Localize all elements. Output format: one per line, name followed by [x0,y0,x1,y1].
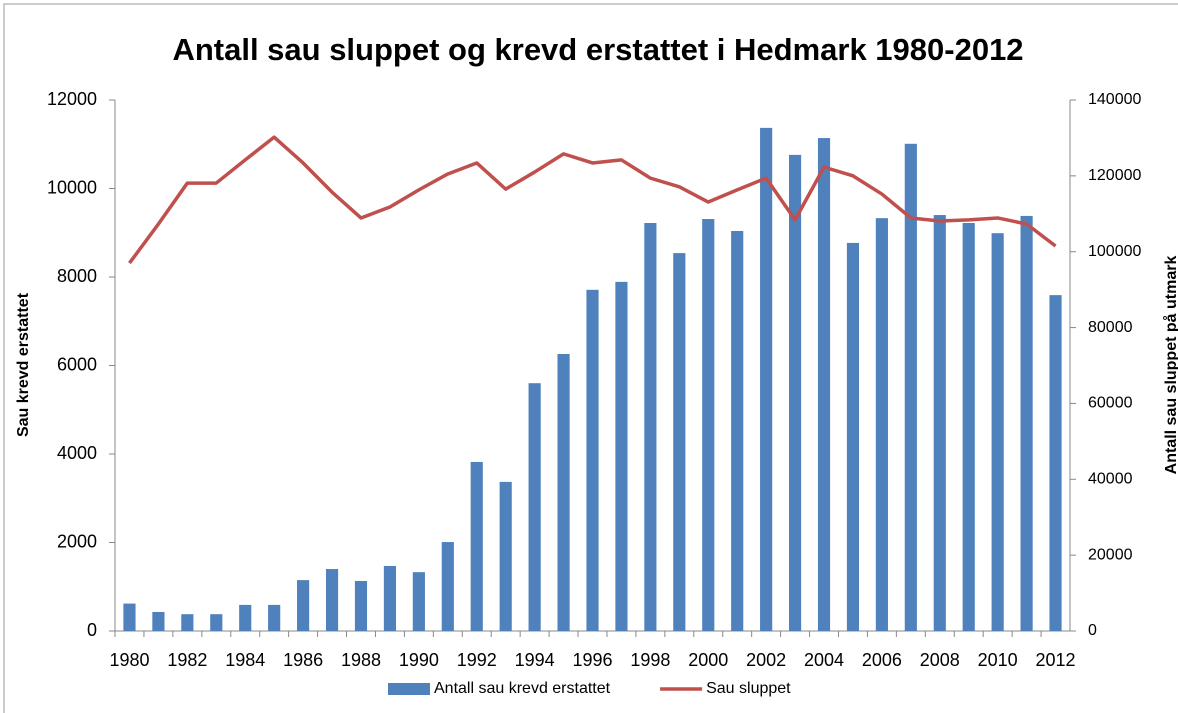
bar [1049,295,1062,631]
x-tick-label: 1984 [225,650,265,670]
x-tick-label: 2008 [920,650,960,670]
bar [615,281,628,631]
bar [210,614,223,631]
bar [702,219,715,631]
y2-axis-label: Antall sau sluppet på utmark [1162,256,1178,475]
bar [268,604,281,631]
bar [412,572,425,631]
bar [991,233,1004,631]
bar [962,223,975,631]
x-tick-label: 2006 [862,650,902,670]
y-axis-label: Sau krevd erstattet [15,292,32,437]
y-tick-label: 2000 [57,531,97,551]
y2-tick-label: 20000 [1088,546,1133,563]
bar [904,143,917,631]
bar [441,542,454,631]
x-tick-label: 1994 [515,650,555,670]
y2-tick-label: 140000 [1088,91,1141,108]
x-tick-label: 1982 [167,650,207,670]
x-tick-label: 2012 [1036,650,1076,670]
bar [933,215,946,632]
y2-tick-label: 80000 [1088,319,1133,336]
y2-tick-label: 100000 [1088,243,1141,260]
chart-title: Antall sau sluppet og krevd erstattet i … [172,32,1023,67]
bar [586,289,599,631]
x-tick-label: 1988 [341,650,381,670]
bar [383,565,397,631]
x-tick-label: 2002 [746,650,786,670]
bar [297,580,310,631]
y2-tick-label: 60000 [1088,395,1133,412]
bar [470,461,483,631]
x-tick-label: 1992 [457,650,497,670]
bar [499,481,512,631]
x-tick-label: 1996 [572,650,612,670]
y-tick-label: 8000 [57,266,97,286]
bar [1020,215,1033,631]
bar [181,614,194,631]
bar [760,127,773,631]
bar [123,603,136,631]
y2-tick-label: 0 [1088,622,1097,639]
y2-tick-label: 120000 [1088,167,1141,184]
legend-label: Sau sluppet [706,680,791,697]
bar [788,154,802,631]
line [128,135,1057,265]
y-tick-label: 0 [87,620,97,640]
x-tick-label: 1990 [399,650,439,670]
x-tick-label: 2010 [978,650,1018,670]
x-tick-label: 1986 [283,650,323,670]
bar [354,580,368,631]
bar [239,604,252,631]
y-tick-label: 4000 [57,443,97,463]
y2-tick-label: 40000 [1088,471,1133,488]
x-tick-label: 2004 [804,650,844,670]
bar [557,353,570,631]
bar [528,383,541,631]
legend-label: Antall sau krevd erstattet [434,680,611,697]
bar [875,218,888,631]
y-tick-label: 12000 [47,89,97,109]
bar [673,253,686,632]
x-tick-label: 1980 [109,650,149,670]
y-tick-label: 6000 [57,354,97,374]
bar [731,230,744,632]
y-tick-label: 10000 [47,177,97,197]
x-tick-label: 1998 [630,650,670,670]
bar [325,569,339,631]
bar [817,138,831,631]
bar [846,242,860,632]
bar [152,611,165,631]
x-tick-label: 2000 [688,650,728,670]
bar [644,223,657,631]
legend-swatch [388,683,430,695]
